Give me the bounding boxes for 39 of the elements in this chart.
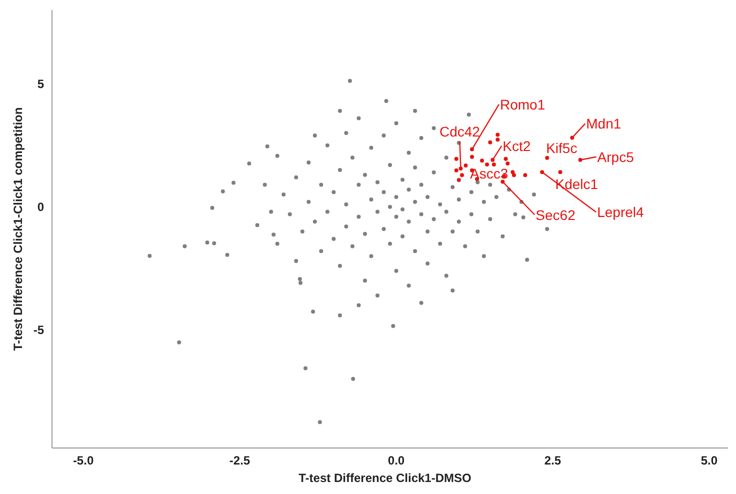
point [460,173,464,178]
point [456,178,461,182]
point [523,173,528,178]
y-axis-title: T-test Difference Click1-Click1 competition [11,107,25,351]
annotation: Mdn1 [586,116,622,132]
annotation: Ascc3 [470,165,508,182]
point [558,170,562,174]
y-tick-label: 0 [37,200,44,214]
annotation: Leprel4 [597,204,644,220]
point [510,170,515,174]
x-tick-label: -2.5 [229,454,250,468]
annotation: Kif5c [546,140,578,156]
point [464,164,468,168]
point [480,158,484,163]
point [545,156,550,160]
y-tick-label: 5 [37,77,44,92]
y-tick-label: -5 [33,323,44,338]
annotation: Cdc42 [439,123,480,140]
x-tick-label: -5.0 [72,454,94,468]
point [512,173,516,178]
x-axis-title: T-test Difference Click1-DMSO [298,471,472,485]
x-tick-label: 2.5 [544,454,562,468]
point [496,138,500,142]
x-tick-label: 5.0 [700,454,718,468]
point [454,156,458,161]
point [496,132,500,137]
annotation: Romo1 [500,96,546,112]
annotation: Kdelc1 [555,176,598,192]
point [488,140,492,144]
annotation: Sec62 [536,206,576,223]
point [492,162,496,167]
annotation: Arpc5 [597,148,634,165]
point [470,154,474,159]
point [485,162,490,167]
x-tick-label: 0.0 [388,454,405,468]
point [454,168,458,172]
point [504,156,508,161]
annotation: Kct2 [502,138,531,154]
point [506,162,510,166]
